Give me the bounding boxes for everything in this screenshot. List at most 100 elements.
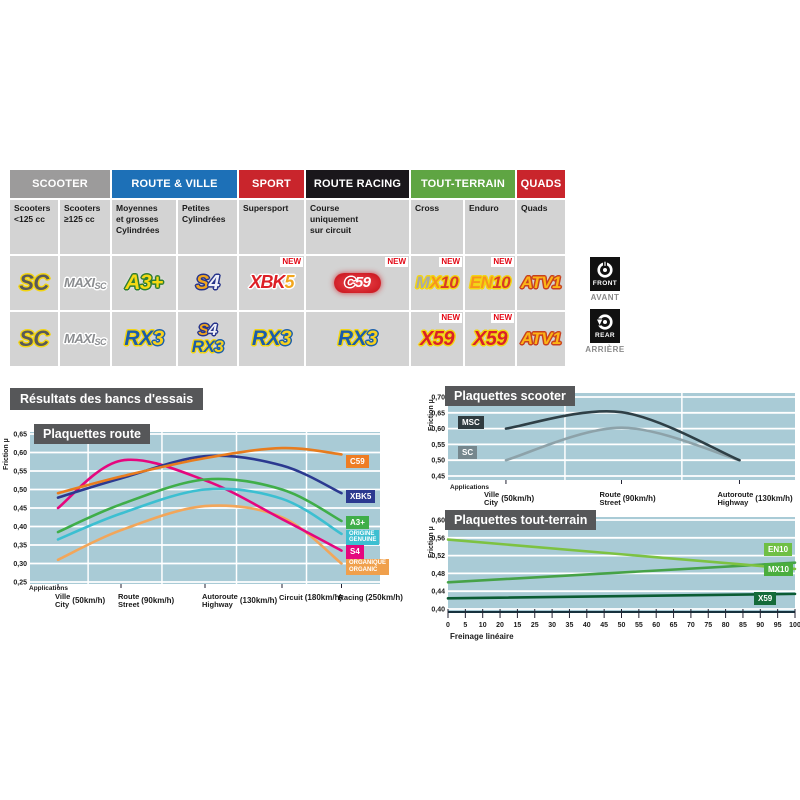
- product-cell-rear: RX3: [112, 312, 176, 366]
- badge-sc: SC: [19, 325, 49, 351]
- column-header-line: Cross: [415, 203, 440, 213]
- column-header-line: Cylindrées: [116, 225, 160, 236]
- column-header-line: Cylindrées: [182, 214, 226, 225]
- new-tag: NEW: [385, 257, 408, 267]
- rear-brake-disc-icon: [596, 314, 613, 330]
- svg-text:40: 40: [583, 622, 591, 629]
- svg-text:0,48: 0,48: [431, 571, 445, 578]
- svg-text:0,45: 0,45: [431, 474, 445, 481]
- product-cell-rear: S4 RX3: [178, 312, 237, 366]
- rear-label: REAR: [594, 332, 616, 339]
- svg-text:10: 10: [479, 622, 487, 629]
- group-header-quads: QUADS: [517, 170, 565, 198]
- series-label-line: S4: [350, 547, 360, 557]
- svg-text:90: 90: [756, 622, 764, 629]
- applications-label: Applications: [29, 585, 69, 592]
- badge-maxi-sc: MAXISC: [63, 330, 106, 347]
- series-label-mx10: MX10: [764, 563, 793, 577]
- x-axis-label: Freinage linéaire: [450, 632, 514, 641]
- svg-text:100: 100: [789, 622, 800, 629]
- product-cell-front: NEW XBK5: [239, 256, 304, 310]
- new-tag: NEW: [491, 313, 514, 323]
- new-tag: NEW: [439, 313, 462, 323]
- x-category-speed: (180km/h): [304, 593, 343, 602]
- x-category-en: City: [483, 497, 499, 507]
- svg-text:0,44: 0,44: [431, 589, 445, 596]
- series-label-line: XBK5: [350, 491, 372, 501]
- series-label-line: MSC: [462, 418, 480, 428]
- svg-text:70: 70: [687, 622, 695, 629]
- column-header-line: Course: [310, 203, 340, 213]
- series-label-line: EN10: [768, 545, 789, 555]
- badge-en10: EN10: [469, 272, 511, 292]
- x-category-label: Autoroute Highway (130km/h): [202, 593, 277, 609]
- badge-x59: X59: [472, 327, 508, 350]
- badge-atv1: ATV1: [520, 272, 562, 292]
- product-cell-rear: SC: [10, 312, 58, 366]
- svg-text:0,55: 0,55: [431, 442, 445, 449]
- badge-xbk5: XBK5: [249, 272, 294, 293]
- x-category-en: Highway: [717, 497, 749, 507]
- front-axle-block: FRONT AVANT: [582, 257, 628, 302]
- svg-text:85: 85: [739, 622, 747, 629]
- x-category-label: Route Street (90km/h): [600, 491, 656, 507]
- product-cell-front: NEW EN10: [465, 256, 515, 310]
- series-label-msc: MSC: [458, 416, 484, 430]
- svg-text:0,55: 0,55: [13, 469, 27, 476]
- x-category-label: Autoroute Highway (130km/h): [717, 491, 792, 507]
- product-cell-rear: NEW X59: [465, 312, 515, 366]
- chart-title-route: Plaquettes route: [34, 424, 150, 444]
- x-category-words: Circuit: [279, 593, 303, 602]
- series-label-c59: C59: [346, 454, 369, 468]
- series-label-sc: SC: [458, 445, 478, 460]
- svg-text:95: 95: [774, 622, 782, 629]
- series-label-organique-organic: ORGANIQUE ORGANIC: [346, 559, 390, 575]
- y-axis-label: Friction µ: [3, 438, 10, 470]
- svg-text:30: 30: [548, 622, 556, 629]
- svg-text:25: 25: [531, 622, 539, 629]
- badge-a3+: A3+: [125, 271, 163, 295]
- series-label-xbk5: XBK5: [346, 489, 376, 504]
- column-header-line: <125 cc: [14, 214, 45, 225]
- svg-text:0: 0: [446, 622, 450, 629]
- column-header-line: Moyennes: [116, 203, 158, 213]
- column-header-line: Scooters: [14, 203, 51, 213]
- rear-axle-block: REAR ARRIÈRE: [582, 309, 628, 354]
- product-cell-front: ATV1: [517, 256, 565, 310]
- badge-rx3: RX3: [191, 336, 224, 356]
- group-header-tout-terrain: TOUT-TERRAIN: [411, 170, 515, 198]
- product-cell-rear: ATV1: [517, 312, 565, 366]
- front-axle-badge: FRONT: [590, 257, 620, 291]
- front-label: FRONT: [592, 280, 618, 287]
- product-cell-front: NEW C59: [306, 256, 409, 310]
- product-cell-front: MAXISC: [60, 256, 110, 310]
- x-category-en: Highway: [202, 599, 233, 609]
- x-category-speed: (130km/h): [239, 596, 278, 606]
- badge-rx3: RX3: [251, 327, 292, 351]
- badge-atv1: ATV1: [520, 328, 562, 348]
- svg-text:0,25: 0,25: [13, 580, 27, 587]
- avant-label: AVANT: [590, 293, 620, 302]
- svg-text:0,35: 0,35: [13, 543, 27, 550]
- svg-text:5: 5: [463, 622, 467, 629]
- column-header-line: Supersport: [243, 203, 289, 213]
- svg-text:55: 55: [635, 622, 643, 629]
- series-label-line: C59: [350, 456, 365, 466]
- series-label-s4: S4: [346, 545, 364, 559]
- badge-mx10: MX10: [415, 272, 459, 292]
- badge-s4: S4: [198, 322, 217, 340]
- svg-text:45: 45: [600, 622, 608, 629]
- results-heading: Résultats des bancs d'essais: [10, 388, 204, 410]
- svg-text:0,65: 0,65: [13, 432, 27, 439]
- x-category-en: City: [55, 599, 70, 609]
- badge-rx3: RX3: [337, 327, 378, 351]
- svg-text:65: 65: [670, 622, 678, 629]
- svg-text:0,50: 0,50: [13, 487, 27, 494]
- series-label-line: A3+: [350, 517, 365, 527]
- group-header-route-ville: ROUTE & VILLE: [112, 170, 237, 198]
- x-category-words: Autoroute Highway: [717, 491, 753, 507]
- x-category-speed: (90km/h): [141, 596, 175, 606]
- column-header: Supersport: [239, 200, 304, 254]
- product-cell-rear: RX3: [239, 312, 304, 366]
